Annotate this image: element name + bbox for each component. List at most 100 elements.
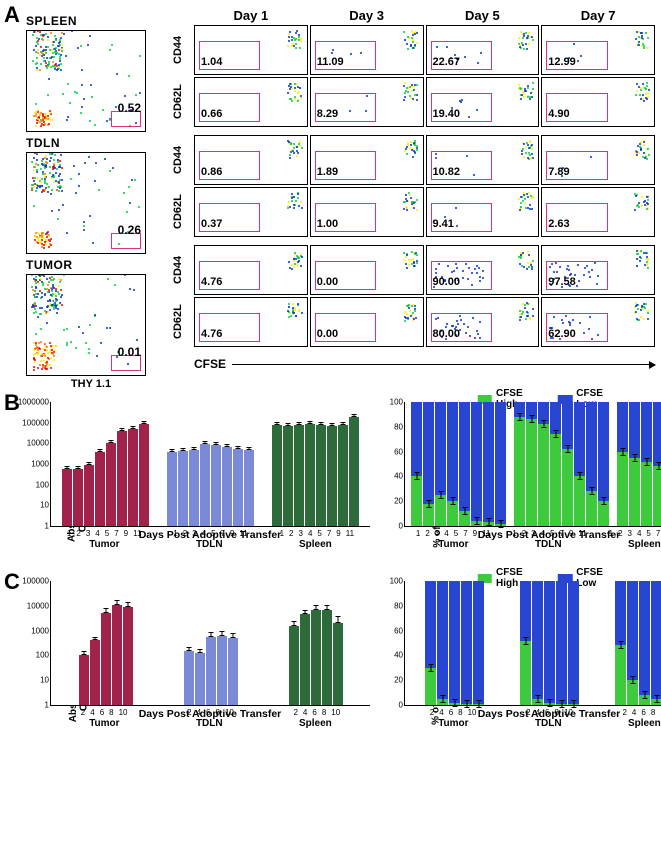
- stacked-bar: [425, 581, 436, 705]
- stacked-bar: [550, 402, 561, 526]
- bar: [106, 443, 116, 526]
- stacked-bar: [449, 581, 460, 705]
- panel-b-right-chart: CFSE High CFSE Low0204060801001234579111…: [404, 402, 661, 527]
- bar: [294, 425, 304, 526]
- tissue-block-spleen: SPLEEN 0.52: [26, 14, 156, 132]
- panel-c-label: C: [4, 569, 20, 595]
- bar: [217, 636, 227, 705]
- stacked-bar: [639, 581, 650, 705]
- tissue-label: TUMOR: [26, 258, 156, 272]
- stacked-bar: [495, 402, 506, 526]
- bar: [189, 450, 199, 526]
- marker-label: CD62L: [164, 187, 192, 237]
- day-header: Day 3: [310, 8, 424, 23]
- bar: [333, 623, 343, 705]
- marker-label: CD44: [164, 25, 192, 75]
- bar: [73, 469, 83, 526]
- stacked-bar: [556, 581, 567, 705]
- gate-value: 4.76: [201, 276, 222, 288]
- thy-axis-label: THY 1.1: [26, 378, 156, 390]
- gate-value: 1.89: [317, 166, 338, 178]
- stacked-bar: [598, 402, 609, 526]
- facs-mini-plot: 10.82: [426, 135, 540, 185]
- bar: [200, 444, 210, 526]
- panel-b-left-chart-wrapper: Absolute THY1.1+ CD8+Cell Numbers (Log) …: [24, 402, 370, 569]
- bar: [123, 607, 133, 705]
- facs-mini-plot: 0.86: [194, 135, 308, 185]
- gate-value: 0.66: [201, 108, 222, 120]
- bar: [101, 613, 111, 705]
- stacked-bar: [520, 581, 531, 705]
- bar: [222, 447, 232, 526]
- facs-mini-plot: 22.67: [426, 25, 540, 75]
- gate-value: 62.90: [548, 328, 576, 340]
- panel-b: B Absolute THY1.1+ CD8+Cell Numbers (Log…: [6, 396, 655, 569]
- stacked-bar: [544, 581, 555, 705]
- stacked-bar: [574, 402, 585, 526]
- stacked-bar: [435, 402, 446, 526]
- facs-mini-plot: 0.00: [310, 245, 424, 295]
- bar: [195, 653, 205, 705]
- marker-label: CD44: [164, 135, 192, 185]
- stacked-bar: [459, 402, 470, 526]
- scatter-plot: 0.52: [26, 30, 146, 132]
- marker-label: CD62L: [164, 297, 192, 347]
- stacked-bar: [526, 402, 537, 526]
- stacked-bar: [615, 581, 626, 705]
- gate-value: 80.00: [433, 328, 461, 340]
- panel-a-right-grid: Day 1Day 3Day 5Day 7 CD441.0411.0922.671…: [164, 8, 655, 390]
- tissue-block-tdln: TDLN0.26: [26, 136, 156, 254]
- stacked-bar: [437, 581, 448, 705]
- gate-value: 0.37: [201, 218, 222, 230]
- scatter-plot: 0.26: [26, 152, 146, 254]
- gate-value: 4.90: [548, 108, 569, 120]
- panel-c-right-chart: CFSE High CFSE Low0204060801002468102468…: [404, 581, 661, 706]
- facs-mini-plot: 80.00: [426, 297, 540, 347]
- stacked-bar: [538, 402, 549, 526]
- facs-mini-plot: 19.40: [426, 77, 540, 127]
- gate-value: 97.58: [548, 276, 576, 288]
- facs-mini-plot: 1.00: [310, 187, 424, 237]
- panel-c-left-chart: 110100100010000100000246810246810246810T…: [50, 581, 370, 706]
- panel-c-left-chart-wrapper: Absolute THY 1.1+ CD8+Cell Numbers (Log)…: [24, 581, 370, 748]
- bar: [233, 449, 243, 526]
- gate-value: 7.89: [548, 166, 569, 178]
- day-header: Day 1: [194, 8, 308, 23]
- day-header: Day 5: [426, 8, 540, 23]
- bar: [289, 626, 299, 705]
- stacked-bar: [483, 402, 494, 526]
- panel-a-label: A: [4, 2, 20, 28]
- facs-mini-plot: 4.76: [194, 245, 308, 295]
- gate-value: 0.00: [317, 276, 338, 288]
- gate-value: 90.00: [433, 276, 461, 288]
- gate-percent: 0.01: [118, 345, 141, 359]
- bar: [117, 431, 127, 526]
- stacked-bar: [562, 402, 573, 526]
- bar: [84, 465, 94, 526]
- facs-mini-plot: 7.89: [541, 135, 655, 185]
- bar: [283, 426, 293, 526]
- facs-mini-plot: 90.00: [426, 245, 540, 295]
- panel-b-left-chart: 1101001000100001000001000000123457911123…: [50, 402, 370, 527]
- bar: [338, 425, 348, 526]
- bar: [305, 424, 315, 526]
- stacked-bar: [629, 402, 640, 526]
- facs-mini-plot: 1.89: [310, 135, 424, 185]
- cfse-axis-row: CFSE: [164, 357, 655, 371]
- facs-mini-plot: 8.29: [310, 77, 424, 127]
- bar: [228, 638, 238, 705]
- stacked-bar: [568, 581, 579, 705]
- facs-mini-plot: 9.41: [426, 187, 540, 237]
- marker-label: CD44: [164, 245, 192, 295]
- tissue-label: SPLEEN: [26, 14, 156, 28]
- cfse-axis-label: CFSE: [194, 357, 226, 371]
- panel-a-left-column: SPLEEN 0.52TDLN0.26 TUMOR 0.01 THY 1.1: [26, 8, 156, 390]
- gate-value: 11.09: [317, 56, 344, 68]
- stacked-bar: [532, 581, 543, 705]
- bar: [322, 610, 332, 705]
- bar: [90, 640, 100, 705]
- facs-mini-plot: 0.66: [194, 77, 308, 127]
- facs-mini-plot: 4.90: [541, 77, 655, 127]
- stacked-bar: [641, 402, 652, 526]
- stacked-bar: [447, 402, 458, 526]
